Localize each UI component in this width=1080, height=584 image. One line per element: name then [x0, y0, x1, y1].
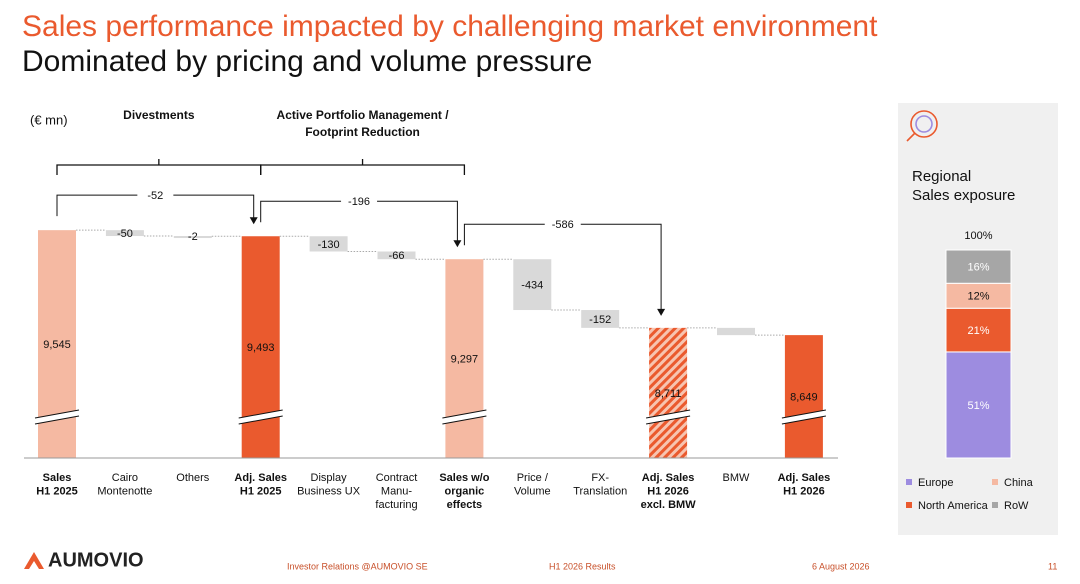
- legend-swatch: [906, 502, 912, 508]
- total-label: 100%: [964, 230, 992, 242]
- bar: [784, 335, 823, 458]
- axis-break: [646, 410, 691, 424]
- x-tick-label: Price / Volume: [514, 472, 551, 498]
- x-tick-label: Display Business UX: [297, 472, 361, 498]
- x-tick-label: Contract Manu-facturing: [375, 472, 417, 511]
- bar: [513, 259, 552, 311]
- footer-center: H1 2026 Results: [549, 561, 616, 571]
- axis-break-line: [238, 415, 283, 425]
- axis-break-line: [646, 409, 691, 419]
- x-tick-label: Adj. Sales H1 2026: [778, 472, 831, 498]
- value-label: 12%: [967, 291, 989, 303]
- axis-break: [781, 410, 826, 424]
- value-label: -130: [318, 239, 340, 251]
- legend-swatch: [992, 502, 998, 508]
- bar: [377, 251, 416, 260]
- axis-break-line: [442, 415, 487, 425]
- bar-segment: [945, 351, 1012, 459]
- legend-swatch: [906, 479, 912, 485]
- group-label: Divestments: [123, 108, 195, 122]
- logo-mark: [24, 552, 44, 569]
- magnifier-icon: [906, 110, 938, 142]
- x-tick-label: BMW: [723, 472, 751, 484]
- legend-label: Europe: [918, 477, 953, 489]
- bridge-label: -196: [348, 196, 370, 208]
- value-label: 9,297: [451, 354, 479, 366]
- x-tick-label: Adj. Sales H1 2026 excl. BMW: [641, 472, 697, 511]
- axis-break-line: [442, 409, 487, 419]
- bridge-label: -52: [147, 190, 163, 202]
- bridge-label-bg: [341, 194, 378, 209]
- legend-label: North America: [918, 500, 989, 512]
- axis-break: [238, 410, 283, 424]
- value-label: 9,493: [247, 342, 275, 354]
- bar: [649, 327, 688, 458]
- bar-segment: [945, 249, 1012, 284]
- footer-date: 6 August 2026: [812, 561, 870, 571]
- axis-break-line: [781, 415, 826, 425]
- axis-break: [442, 410, 487, 424]
- value-label: 9,545: [43, 339, 71, 351]
- bridge-label: -586: [552, 219, 574, 231]
- axis-break-line: [34, 415, 80, 425]
- axis-break-line: [34, 409, 80, 419]
- axis-break-line: [646, 415, 691, 425]
- group-bracket: [56, 159, 262, 175]
- bridge-label-bg: [544, 217, 581, 232]
- axis-break: [35, 410, 79, 424]
- bar: [173, 236, 212, 239]
- x-tick-label: Adj. Sales H1 2025: [234, 472, 287, 498]
- bar: [105, 230, 144, 237]
- bar: [309, 236, 348, 252]
- footer-left: Investor Relations @AUMOVIO SE: [287, 561, 428, 571]
- value-label: -2: [188, 231, 198, 243]
- value-label: -66: [389, 250, 405, 262]
- unit-label: (€ mn): [30, 112, 68, 127]
- group-label: Active Portfolio Management / Footprint R…: [277, 108, 450, 139]
- slide-title: Sales performance impacted by challengin…: [22, 10, 878, 43]
- bridge-line: [463, 223, 662, 310]
- bridge-arrow: [249, 217, 258, 225]
- bar-segment: [945, 307, 1012, 353]
- bridge-arrow: [453, 240, 462, 248]
- bar-segment: [945, 282, 1012, 309]
- legend-label: RoW: [1004, 500, 1029, 512]
- axis-break-line: [781, 409, 826, 419]
- value-label: -152: [589, 314, 611, 326]
- bar: [717, 327, 755, 336]
- panel-title: Regional Sales exposure: [912, 168, 1015, 204]
- legend-swatch: [992, 479, 998, 485]
- logo-text: AUMOVIO: [48, 549, 144, 571]
- value-label: 21%: [967, 325, 989, 337]
- x-tick-label: Sales H1 2025: [36, 472, 78, 498]
- bridge-label-bg: [137, 188, 174, 203]
- axis-break-line: [238, 409, 283, 419]
- bar: [581, 310, 620, 328]
- value-label: 8,649: [790, 391, 818, 403]
- slide-subtitle: Dominated by pricing and volume pressure: [22, 45, 592, 78]
- value-label: 16%: [967, 262, 989, 274]
- group-bracket: [260, 159, 466, 175]
- value-label: 8,711: [655, 388, 682, 400]
- x-tick-label: Sales w/o organic effects: [439, 472, 489, 511]
- value-label: -50: [117, 228, 133, 240]
- page-number: 11: [1048, 561, 1057, 571]
- value-label: -434: [521, 280, 543, 292]
- x-tick-label: Others: [176, 472, 210, 484]
- x-tick-label: Cairo Montenotte: [97, 472, 152, 498]
- legend-label: China: [1004, 477, 1034, 489]
- value-label: 51%: [967, 400, 989, 412]
- x-tick-label: FX-Translation: [573, 472, 627, 498]
- bar: [445, 259, 484, 458]
- bridge-arrow: [657, 308, 666, 316]
